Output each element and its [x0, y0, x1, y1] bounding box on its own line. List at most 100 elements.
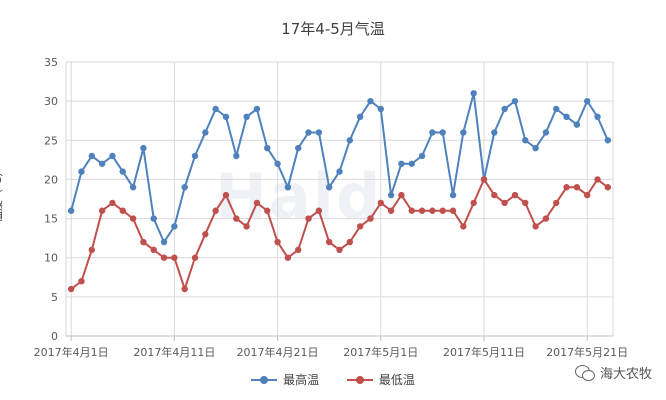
- data-point-high: [439, 129, 446, 136]
- data-point-high: [150, 215, 157, 222]
- source-badge: 海大农牧: [574, 363, 652, 382]
- chart-title: 17年4-5月气温: [281, 20, 385, 38]
- data-point-high: [470, 90, 477, 97]
- data-point-high: [594, 113, 601, 121]
- data-point-high: [202, 129, 209, 136]
- data-point-high: [191, 152, 199, 160]
- data-point-high: [315, 129, 323, 136]
- data-point-high: [367, 97, 374, 105]
- data-point-low: [429, 207, 436, 214]
- y-tick-label: 30: [44, 95, 58, 108]
- x-tick-label: 2017年5月21日: [546, 345, 628, 359]
- data-point-high: [501, 105, 508, 113]
- data-point-low: [181, 285, 188, 293]
- data-point-high: [511, 97, 519, 105]
- data-point-high: [212, 105, 219, 113]
- data-point-low: [470, 199, 477, 207]
- data-point-high: [604, 137, 612, 144]
- data-point-high: [109, 152, 116, 160]
- y-tick-label: 20: [44, 173, 58, 186]
- data-point-high: [346, 137, 354, 144]
- data-point-low: [408, 207, 415, 214]
- data-point-high: [491, 129, 498, 136]
- data-point-low: [119, 207, 126, 214]
- data-point-high: [532, 144, 539, 152]
- data-point-low: [553, 199, 560, 207]
- data-point-low: [295, 246, 302, 254]
- data-point-low: [439, 207, 446, 214]
- x-tick-label: 2017年4月11日: [133, 345, 215, 359]
- data-point-high: [522, 137, 529, 144]
- data-point-low: [563, 184, 570, 191]
- data-point-low: [604, 184, 612, 191]
- data-point-low: [449, 207, 457, 214]
- data-point-high: [398, 160, 405, 167]
- legend-item-low: 最低温: [346, 371, 415, 388]
- data-point-high: [160, 238, 168, 246]
- data-point-high: [88, 152, 96, 160]
- data-point-high: [78, 168, 85, 175]
- source-badge-label: 海大农牧: [599, 367, 652, 382]
- data-point-low: [346, 238, 354, 246]
- data-point-low: [274, 238, 281, 246]
- data-point-low: [98, 207, 106, 214]
- data-point-low: [202, 231, 209, 238]
- x-tick-label: 2017年5月1日: [343, 345, 418, 359]
- data-point-low: [325, 238, 333, 246]
- data-point-high: [336, 168, 343, 175]
- data-point-low: [418, 207, 426, 214]
- legend-label-high: 最高温: [283, 373, 320, 387]
- legend-swatch-high: [251, 375, 278, 385]
- data-point-high: [429, 129, 436, 136]
- data-point-low: [109, 199, 116, 207]
- data-point-high: [243, 113, 250, 121]
- data-point-high: [387, 191, 395, 199]
- data-point-low: [305, 215, 312, 222]
- data-point-high: [449, 191, 457, 199]
- data-point-low: [387, 207, 395, 214]
- data-point-high: [264, 144, 271, 152]
- y-tick-label: 35: [44, 56, 58, 69]
- data-point-low: [233, 215, 240, 222]
- data-point-high: [563, 113, 570, 121]
- data-point-low: [542, 215, 550, 222]
- data-point-high: [222, 113, 230, 121]
- data-point-high: [377, 105, 384, 113]
- y-tick-label: 10: [44, 252, 58, 265]
- data-point-low: [243, 223, 250, 230]
- data-point-low: [398, 191, 405, 199]
- y-tick-label: 0: [51, 330, 58, 343]
- data-point-low: [315, 207, 323, 214]
- data-point-low: [491, 191, 498, 199]
- data-point-high: [542, 129, 550, 136]
- legend: 最高温 最低温: [0, 371, 666, 388]
- x-tick-label: 2017年4月1日: [34, 345, 109, 359]
- legend-swatch-low: [346, 375, 373, 385]
- data-point-low: [511, 191, 519, 199]
- data-point-low: [160, 254, 168, 261]
- data-point-high: [181, 184, 188, 191]
- legend-item-high: 最高温: [251, 371, 319, 388]
- data-point-high: [460, 129, 467, 136]
- data-point-low: [191, 254, 199, 261]
- y-tick-label: 15: [44, 213, 58, 226]
- series-line-low: [70, 177, 609, 293]
- data-point-low: [532, 223, 539, 230]
- data-point-high: [284, 184, 292, 191]
- data-point-low: [78, 278, 85, 285]
- data-point-low: [88, 246, 96, 254]
- y-tick-label: 25: [44, 134, 58, 147]
- data-point-high: [356, 113, 364, 121]
- data-point-low: [284, 254, 292, 261]
- data-point-low: [264, 207, 271, 214]
- data-point-low: [222, 191, 230, 199]
- data-point-low: [356, 223, 364, 230]
- data-point-high: [253, 105, 261, 113]
- data-point-high: [171, 223, 178, 230]
- data-point-high: [140, 144, 147, 152]
- data-point-low: [460, 223, 467, 230]
- data-point-low: [129, 215, 137, 222]
- data-point-high: [325, 184, 333, 191]
